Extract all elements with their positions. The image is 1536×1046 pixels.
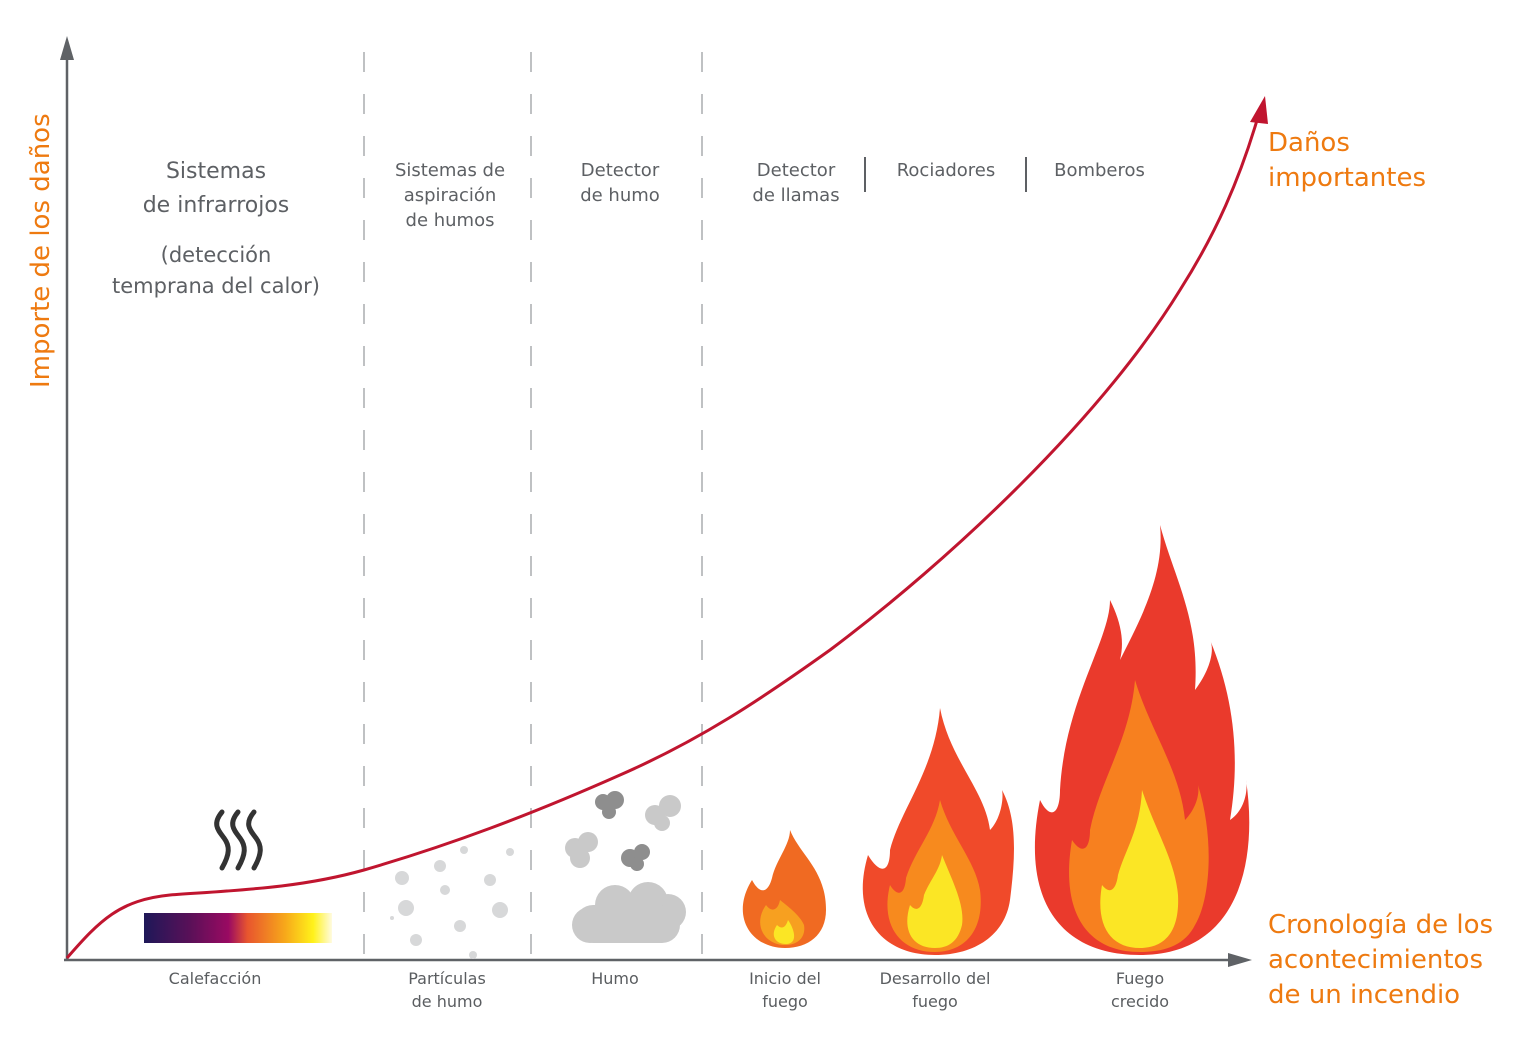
stage-label-heating: Calefacción (168, 969, 262, 988)
header-flame-detector: Detector de llamas (752, 160, 840, 206)
large-flame-icon (1034, 525, 1250, 955)
y-axis (60, 36, 74, 960)
smoke-particles-icon (390, 846, 514, 959)
header-infrared-systems: Sistemas de infrarrojos (142, 159, 290, 218)
stage-label-fire-start: Inicio del fuego (749, 969, 821, 1011)
x-axis-title: Cronología de los acontecimientos de un … (1268, 910, 1494, 1010)
y-axis-arrow-icon (60, 36, 74, 60)
header-infrared-subtitle: (detección temprana del calor) (112, 243, 320, 298)
y-axis-title: Importe de los daños (26, 113, 56, 388)
major-damage-label: Daños importantes (1268, 128, 1426, 193)
heat-waves-icon (214, 809, 263, 871)
x-axis-arrow-icon (1228, 953, 1252, 967)
damage-curve (65, 109, 1262, 959)
stage-label-fire-development: Desarrollo del fuego (879, 969, 991, 1011)
medium-flame-icon (862, 708, 1014, 955)
header-firefighters: Bomberos (1054, 160, 1145, 181)
small-flame-icon (742, 830, 826, 948)
x-axis (64, 953, 1252, 967)
header-sprinklers: Rociadores (896, 160, 996, 181)
header-aspirating-smoke-systems: Sistemas de aspiración de humos (394, 160, 506, 231)
stage-label-smoke: Humo (591, 969, 639, 988)
curve-arrow-icon (1250, 96, 1268, 124)
stage-label-smoke-particles: Partículas de humo (408, 969, 486, 1011)
heat-gradient-bar (144, 913, 332, 943)
stage-label-fully-developed-fire: Fuego crecido (1110, 969, 1170, 1011)
header-smoke-detector: Detector de humo (580, 160, 660, 206)
smoke-clouds-icon (565, 791, 686, 943)
